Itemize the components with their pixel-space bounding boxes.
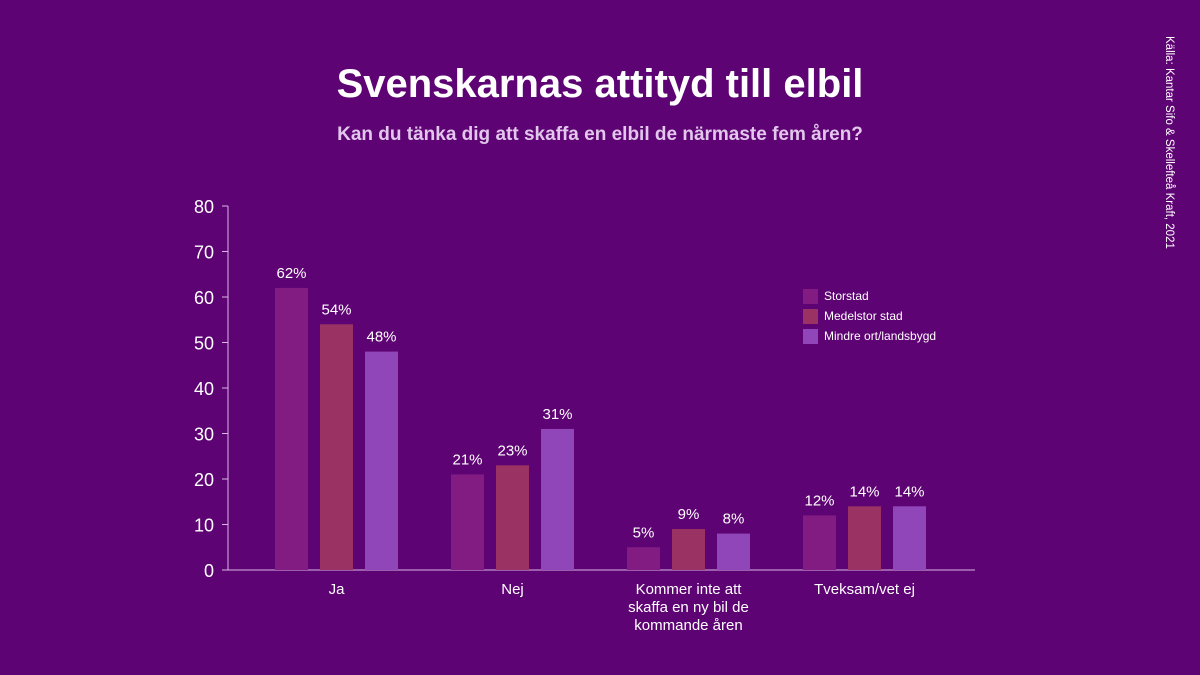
- bar: [451, 474, 484, 570]
- y-tick-label: 40: [194, 379, 214, 399]
- source-note: Källa: Kantar Sifo & Skellefteå Kraft, 2…: [1163, 36, 1175, 249]
- bar: [496, 465, 529, 570]
- bar-value-label: 14%: [849, 483, 879, 500]
- chart-subtitle: Kan du tänka dig att skaffa en elbil de …: [337, 124, 863, 145]
- y-tick-label: 50: [194, 334, 214, 354]
- y-tick-label: 60: [194, 288, 214, 308]
- y-tick-label: 30: [194, 425, 214, 445]
- x-category-label: Ja: [329, 581, 346, 598]
- legend-swatch: [803, 288, 818, 304]
- legend-label: Storstad: [824, 289, 869, 303]
- bar-value-label: 54%: [321, 301, 351, 318]
- bar-value-label: 23%: [497, 442, 527, 459]
- bar: [672, 529, 705, 570]
- y-tick-label: 10: [194, 516, 214, 536]
- bar-value-label: 14%: [894, 483, 924, 500]
- bar-value-label: 8%: [723, 511, 745, 528]
- bar: [717, 533, 750, 570]
- bar-value-label: 31%: [542, 406, 572, 423]
- bar: [365, 351, 398, 570]
- x-category-label: Kommer inte att skaffa en ny bil de komman…: [628, 581, 749, 634]
- legend-swatch: [803, 328, 818, 344]
- bar: [627, 547, 660, 570]
- chart-legend: Storstad Medelstor stad Mindre ort/landsby…: [803, 286, 936, 346]
- bar-value-label: 48%: [366, 329, 396, 346]
- bar: [803, 515, 836, 570]
- bar: [893, 506, 926, 570]
- legend-label: Mindre ort/landsbygd: [824, 329, 937, 343]
- y-tick-label: 0: [204, 561, 214, 581]
- y-tick-label: 70: [194, 243, 214, 263]
- x-category-label: Tveksam/vet ej: [814, 581, 915, 598]
- y-tick-label: 80: [194, 197, 214, 217]
- bar-value-label: 9%: [678, 506, 700, 523]
- chart-title: Svenskarnas attityd till elbil: [336, 62, 864, 106]
- y-tick-label: 20: [194, 470, 214, 490]
- bar: [848, 506, 881, 570]
- legend-swatch: [803, 308, 818, 324]
- bar-value-label: 5%: [633, 524, 655, 541]
- legend-item: Medelstor stad: [803, 306, 936, 326]
- bar: [275, 287, 308, 570]
- x-category-label: Nej: [501, 581, 524, 598]
- bar-value-label: 12%: [804, 492, 834, 509]
- legend-item: Mindre ort/landsbygd: [803, 326, 936, 346]
- bar-value-label: 62%: [276, 265, 306, 282]
- legend-label: Medelstor stad: [824, 309, 903, 323]
- bar-value-label: 21%: [452, 451, 482, 468]
- bar: [541, 428, 574, 570]
- legend-item: Storstad: [803, 286, 936, 306]
- bar: [320, 324, 353, 570]
